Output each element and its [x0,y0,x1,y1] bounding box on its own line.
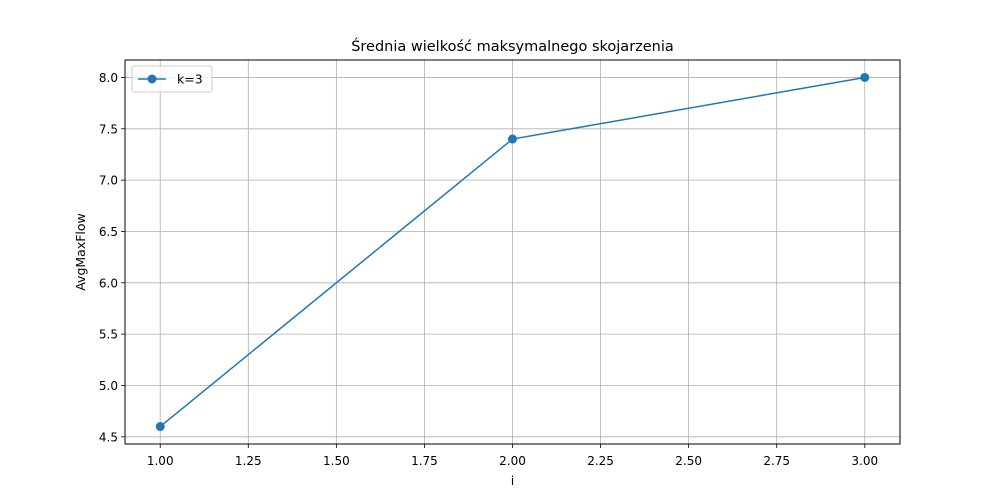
x-tick-label: 1.50 [323,454,350,468]
chart-title: Średnia wielkość maksymalnego skojarzeni… [351,37,674,55]
y-tick-label: 7.0 [99,174,118,188]
x-tick-label: 1.25 [235,454,262,468]
data-point [860,72,870,82]
legend-label: k=3 [177,72,203,87]
legend: k=3 [131,65,213,93]
x-tick-label: 3.00 [851,454,878,468]
x-tick-label: 2.00 [499,454,526,468]
y-axis-label: AvgMaxFlow [73,213,88,291]
x-tick-label: 2.50 [675,454,702,468]
y-tick-label: 6.0 [99,276,118,290]
y-tick-label: 8.0 [99,71,118,85]
y-axis-ticks: 4.5 5.0 5.5 6.0 6.5 7.0 7.5 8.0 [99,71,125,444]
x-tick-label: 1.75 [411,454,438,468]
y-tick-label: 7.5 [99,122,118,136]
series-layer [155,72,870,432]
data-point [155,422,165,432]
y-tick-label: 5.0 [99,379,118,393]
legend-box [131,65,213,93]
x-tick-label: 2.75 [763,454,790,468]
x-axis-ticks: 1.00 1.25 1.50 1.75 2.00 2.25 2.50 2.75 3.00 [147,444,878,468]
y-tick-label: 5.5 [99,328,118,342]
y-tick-label: 4.5 [99,430,118,444]
data-point [508,134,517,144]
grid-lines [125,60,900,444]
legend-marker [147,74,157,84]
x-tick-label: 1.00 [147,454,174,468]
x-tick-label: 2.25 [587,454,614,468]
y-tick-label: 6.5 [99,225,118,239]
plot-frame [124,59,901,445]
x-axis-label: i [511,473,514,488]
